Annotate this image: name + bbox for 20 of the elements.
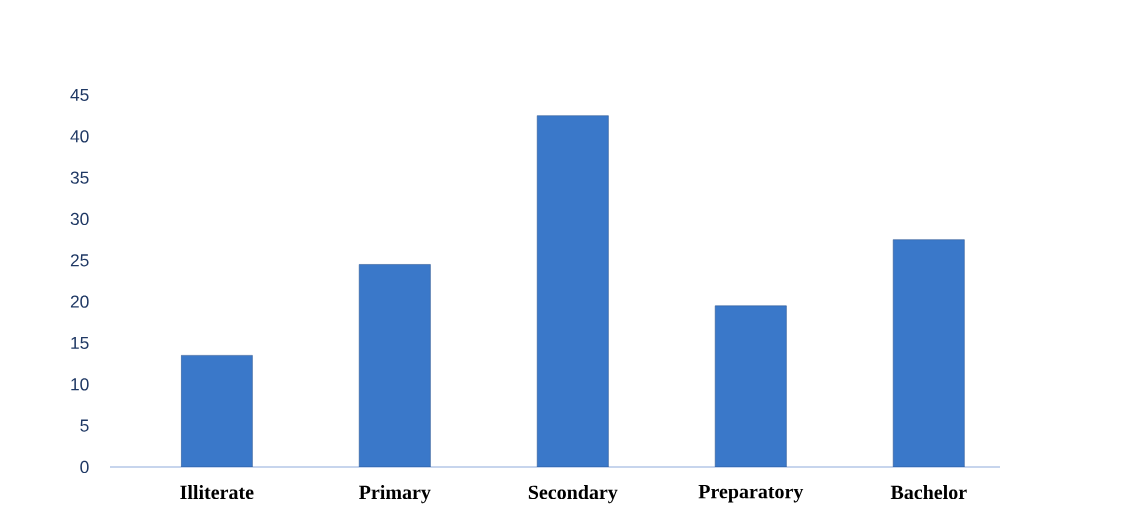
y-tick-label: 25 — [70, 254, 89, 267]
y-tick-label: 0 — [80, 460, 89, 474]
x-tick-label: Preparatory — [698, 485, 804, 503]
y-tick-label: 10 — [71, 378, 89, 391]
x-tick-label: Bachelor — [890, 485, 967, 500]
bar — [536, 115, 609, 467]
y-tick-label: 35 — [70, 171, 89, 184]
y-tick-label: 20 — [70, 295, 89, 308]
x-tick-label: Primary — [359, 485, 431, 504]
y-tick-label: 15 — [71, 336, 89, 350]
bar — [892, 239, 965, 467]
y-tick-label: 40 — [70, 130, 89, 143]
bar — [180, 355, 253, 467]
bar — [714, 305, 787, 467]
bar — [358, 264, 431, 467]
y-tick-label: 45 — [70, 88, 89, 102]
x-tick-label: Illiterate — [180, 485, 254, 500]
y-tick-label: 5 — [80, 419, 89, 432]
y-tick-label: 30 — [70, 212, 89, 226]
x-tick-label: Secondary — [528, 485, 618, 504]
